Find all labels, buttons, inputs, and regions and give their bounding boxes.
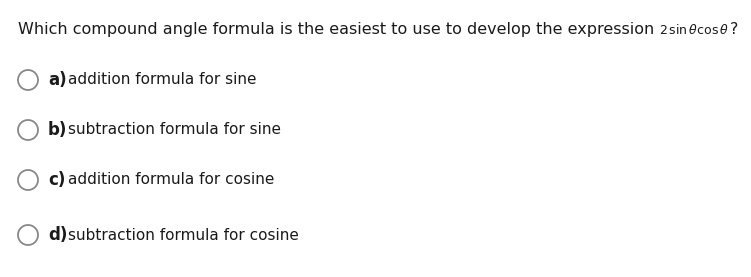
Text: d): d) — [48, 226, 68, 244]
Text: c): c) — [48, 171, 65, 189]
Text: $2\,\mathrm{sin}\,\theta\mathrm{cos}\,\theta$: $2\,\mathrm{sin}\,\theta\mathrm{cos}\,\t… — [659, 22, 729, 37]
Text: subtraction formula for sine: subtraction formula for sine — [68, 122, 281, 137]
Text: b): b) — [48, 121, 68, 139]
Text: ?: ? — [729, 22, 737, 37]
Text: addition formula for sine: addition formula for sine — [68, 73, 257, 88]
Text: a): a) — [48, 71, 67, 89]
Text: subtraction formula for cosine: subtraction formula for cosine — [68, 227, 299, 242]
Text: Which compound angle formula is the easiest to use to develop the expression: Which compound angle formula is the easi… — [18, 22, 659, 37]
Text: addition formula for cosine: addition formula for cosine — [68, 173, 274, 188]
